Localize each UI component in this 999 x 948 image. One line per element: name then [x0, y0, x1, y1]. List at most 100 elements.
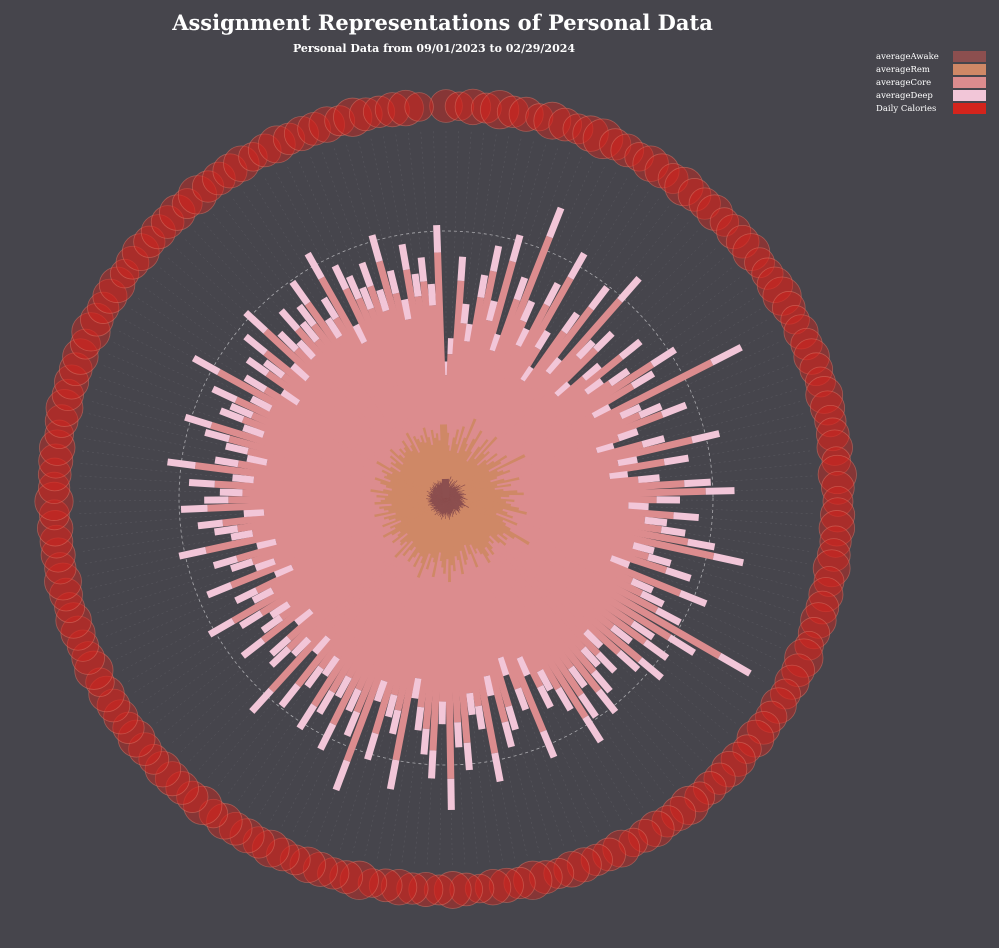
- bar-segment: [239, 610, 264, 629]
- calorie-bubble: [308, 106, 345, 143]
- bar-segment: [534, 329, 551, 351]
- bar-segment: [515, 327, 530, 348]
- bar-segment: [644, 516, 668, 527]
- bar-segment: [495, 541, 622, 656]
- legend-label: averageRem: [876, 64, 930, 75]
- bar-segment: [253, 476, 389, 497]
- calorie-bubble: [279, 844, 311, 876]
- calorie-bubbles: [34, 88, 857, 909]
- calorie-bubble: [144, 750, 182, 788]
- calorie-bubble: [206, 803, 243, 840]
- bar-segment: [441, 478, 450, 499]
- bar-segment: [433, 225, 442, 253]
- bar-segment: [427, 283, 437, 306]
- bar-segment: [678, 589, 708, 608]
- bar-segment: [464, 344, 522, 454]
- bar-segment: [486, 306, 594, 444]
- calorie-bubble: [54, 364, 90, 400]
- bar-segment: [242, 489, 386, 500]
- bar-segment: [204, 428, 231, 443]
- bar-segment: [312, 634, 331, 655]
- bar-segment: [417, 560, 442, 708]
- bar-segment: [473, 303, 550, 442]
- bar-segment: [705, 487, 735, 495]
- bar-segment: [230, 558, 254, 572]
- calorie-bubble: [109, 258, 140, 289]
- bar-segment: [517, 507, 689, 546]
- bar-segment: [263, 328, 395, 451]
- bar-segment: [667, 634, 696, 656]
- bar-segment: [333, 543, 417, 660]
- calorie-bubble: [329, 860, 363, 894]
- bar-segment: [217, 368, 380, 464]
- bar-segment: [489, 245, 503, 272]
- bar-segment: [717, 652, 752, 677]
- calorie-bubble: [39, 429, 76, 466]
- bar-segment: [511, 536, 672, 641]
- bar-segment: [539, 729, 558, 759]
- calorie-bubble: [333, 97, 373, 137]
- calorie-bubble: [599, 128, 632, 161]
- bar-segment: [478, 330, 567, 451]
- bar-segment: [167, 458, 196, 470]
- calorie-bubble: [408, 871, 444, 907]
- bar-segment: [345, 549, 420, 679]
- bar-segment: [296, 703, 318, 731]
- calorie-bubble: [543, 858, 575, 889]
- bar-segment: [249, 687, 274, 714]
- bar-segment: [269, 600, 291, 619]
- calorie-bubble: [117, 719, 156, 758]
- calorie-bubble: [488, 867, 524, 903]
- bar-segment: [462, 260, 517, 429]
- bar-segment: [263, 349, 395, 458]
- bar-segment: [616, 649, 641, 673]
- calorie-bubble: [710, 750, 748, 788]
- calorie-bubble: [799, 352, 834, 387]
- calorie-bubble: [55, 602, 92, 639]
- bar-segment: [228, 435, 382, 484]
- calorie-bubble: [562, 113, 594, 145]
- calorie-bubble: [819, 525, 852, 558]
- bar-segment: [505, 705, 519, 731]
- bar-segment: [280, 388, 301, 406]
- calorie-bubble: [44, 552, 77, 585]
- bar-segment: [240, 637, 266, 659]
- calorie-bubble: [628, 818, 662, 853]
- bar-segment: [320, 296, 340, 321]
- bar-segment: [368, 234, 383, 263]
- calorie-bubble: [664, 166, 704, 207]
- calorie-bubble: [821, 471, 855, 505]
- bar-segment: [503, 523, 644, 597]
- calorie-bubble: [121, 233, 160, 271]
- bar-segment: [266, 458, 393, 491]
- bar-segment: [359, 286, 375, 311]
- calorie-bubble: [272, 122, 306, 155]
- bar-segment: [206, 582, 233, 599]
- bar-segment: [269, 635, 292, 657]
- bar-segment: [515, 656, 531, 677]
- calorie-bubble: [817, 538, 851, 572]
- bar-segment: [501, 543, 643, 663]
- calorie-bubble: [396, 872, 429, 905]
- bar-segment: [191, 354, 221, 376]
- calorie-bubble: [266, 837, 300, 872]
- bar-segment: [639, 590, 665, 608]
- bar-segment: [499, 532, 635, 627]
- bar-segment: [229, 402, 254, 419]
- calorie-bubble: [793, 338, 830, 375]
- bar-segment: [638, 402, 663, 419]
- bar-segment: [295, 551, 405, 688]
- bar-segment: [390, 556, 434, 696]
- calorie-bubble: [159, 194, 196, 231]
- bar-segment: [546, 206, 565, 239]
- bar-segment: [328, 554, 415, 694]
- calorie-bubble: [44, 562, 82, 601]
- bar-segment: [545, 357, 563, 376]
- bar-segment: [316, 689, 336, 715]
- calorie-bubble: [818, 510, 856, 547]
- bar-segment: [507, 528, 659, 614]
- bar-segment: [510, 516, 668, 574]
- calorie-bubble: [212, 153, 248, 189]
- calorie-bubble: [810, 390, 846, 426]
